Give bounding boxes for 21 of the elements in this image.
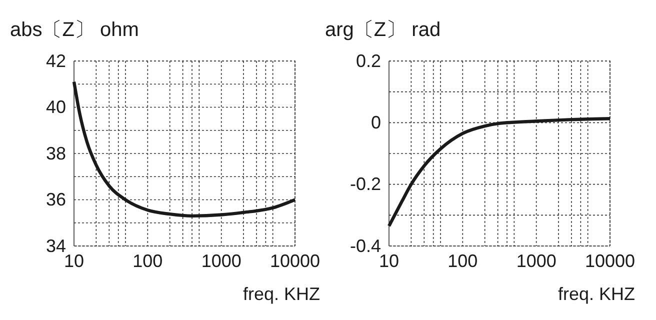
x-tick-label: 10 [378,250,400,271]
y-tick-label: 0.2 [356,50,381,71]
y-tick-label: 34 [46,236,66,256]
x-tick-label: 1000 [201,250,242,271]
x-tick-label: 100 [132,250,163,271]
y-tick-label: 42 [46,50,66,71]
y-tick-label: -0.2 [350,174,381,194]
chart-title: arg〔Z〕 rad [325,19,441,41]
y-tick-label: 38 [46,143,66,164]
x-tick-label: 1000 [516,250,556,271]
y-tick-label: 0 [370,112,381,132]
x-axis-title: freq. KHZ [242,284,320,304]
chart-title: abs〔Z〕 ohm [10,19,139,41]
x-tick-label: 10000 [584,250,636,271]
x-tick-label: 100 [448,250,478,271]
x-axis-title: freq. KHZ [558,284,635,304]
y-tick-label: -0.4 [350,236,381,256]
x-tick-label: 10000 [270,250,320,271]
y-tick-label: 40 [46,97,66,118]
x-tick-label: 10 [64,250,84,271]
y-tick-label: 36 [46,190,66,210]
